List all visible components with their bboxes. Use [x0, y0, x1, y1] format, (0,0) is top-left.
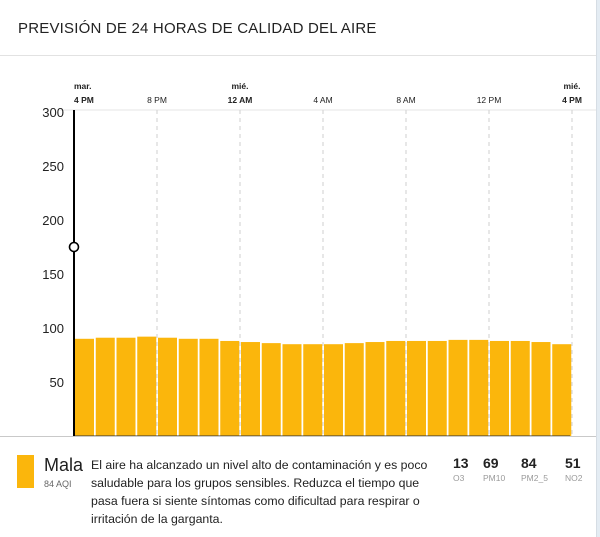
aqi-bar	[282, 344, 302, 436]
y-tick-label: 200	[42, 213, 64, 228]
aqi-bar	[407, 340, 426, 436]
aqi-bar	[448, 339, 468, 436]
current-aqi-marker	[68, 241, 80, 253]
pollutant-pm10: 69 PM10	[483, 455, 505, 483]
aqi-level-swatch	[17, 455, 34, 488]
aqi-bar	[241, 342, 260, 436]
x-tick-day-label: mié.	[231, 81, 248, 91]
x-tick-time-label: 4 AM	[313, 95, 332, 105]
card-title: PREVISIÓN DE 24 HORAS DE CALIDAD DEL AIR…	[18, 20, 377, 37]
pollutant-pm2-5: 84 PM2_5	[521, 455, 548, 483]
aqi-bar	[261, 343, 281, 436]
aqi-bar	[531, 342, 551, 436]
x-tick-time-label: 8 PM	[147, 95, 167, 105]
aqi-bar	[365, 342, 385, 436]
y-tick-label: 100	[42, 321, 64, 336]
aqi-level-label: Mala	[44, 455, 84, 475]
aqi-bar	[386, 340, 406, 436]
pollutant-name: NO2	[565, 473, 583, 483]
pollutant-name: O3	[453, 473, 465, 483]
aqi-bar	[199, 338, 219, 436]
aqi-bar	[552, 344, 572, 436]
aqi-bar	[75, 338, 94, 436]
aqi-bar	[303, 344, 323, 436]
aqi-bar	[427, 340, 447, 436]
x-tick-time-label: 4 PM	[562, 95, 582, 105]
pollutant-value: 84	[521, 455, 537, 471]
pollutant-name: PM2_5	[521, 473, 548, 483]
aqi-bar	[178, 338, 198, 436]
title-divider	[0, 55, 596, 56]
aqi-bar	[469, 339, 489, 436]
pollutant-no2: 51 NO2	[565, 455, 582, 483]
aqi-bar	[158, 337, 177, 436]
x-tick-day-label: mar.	[74, 81, 92, 91]
pollutant-value: 13	[453, 455, 469, 471]
summary-divider	[0, 436, 596, 437]
aqi-bar	[95, 337, 115, 436]
x-tick-time-label: 12 AM	[228, 95, 253, 105]
pollutant-value: 51	[565, 455, 581, 471]
x-tick-time-label: 4 PM	[74, 95, 94, 105]
aqi-bar	[324, 344, 343, 436]
aqi-bar	[510, 340, 530, 436]
y-tick-label: 250	[42, 159, 64, 174]
x-tick-time-label: 8 AM	[396, 95, 415, 105]
y-tick-label: 50	[50, 375, 64, 390]
aqi-bar	[116, 337, 136, 436]
pollutant-o3: 13 O3	[453, 455, 469, 483]
aqi-bar	[220, 340, 240, 436]
aqi-value-label: 84 AQI	[44, 479, 72, 489]
aqi-forecast-chart: mar. 4 PM 8 PM mié. 12 AM 4 AM 8 AM 12 PM mié. 4 …	[42, 81, 596, 437]
aqi-description: El aire ha alcanzado un nivel alto de co…	[91, 458, 428, 526]
y-tick-label: 150	[42, 267, 64, 282]
pollutant-name: PM10	[483, 473, 506, 483]
y-tick-label: 300	[42, 105, 64, 120]
aqi-bar	[490, 340, 509, 436]
x-tick-day-label: mié.	[563, 81, 580, 91]
aqi-bar	[137, 336, 157, 436]
x-tick-time-label: 12 PM	[477, 95, 502, 105]
aqi-bar	[344, 343, 364, 436]
pollutant-value: 69	[483, 455, 499, 471]
